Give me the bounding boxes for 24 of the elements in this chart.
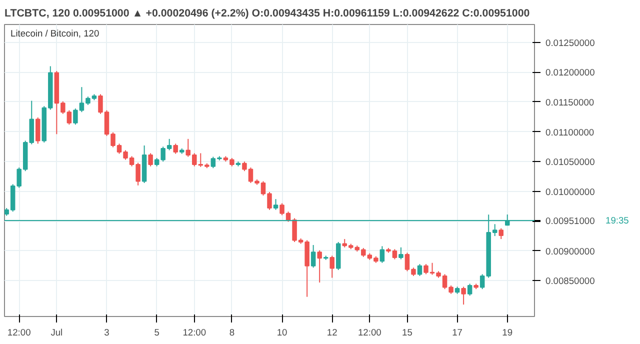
x-tick-label: 19 bbox=[502, 328, 513, 338]
ref-line-label: 0.00951000 bbox=[546, 216, 595, 226]
x-tick-label: 15 bbox=[402, 328, 412, 338]
y-tick-label: 0.01150000 bbox=[546, 97, 594, 108]
text: 19:35 bbox=[606, 216, 629, 226]
chart-subtitle: Litecoin / Bitcoin, 120 bbox=[10, 28, 100, 38]
x-tick-label: 12:00 bbox=[182, 328, 206, 338]
x-tick-label: 12 bbox=[326, 328, 338, 338]
y-tick-label: 0.00900000 bbox=[546, 246, 595, 256]
x-tick-label: 12:00 bbox=[7, 328, 31, 338]
chart-title: LTCBTC, 120 0.00951000 ▲ +0.00020496 (+2.2%) O:0.00943435 H:0.00961159 L:0.00942622 C:0.00951000 bbox=[4, 8, 530, 20]
x-tick-label: 10 bbox=[276, 328, 288, 338]
x-tick-label: 17 bbox=[452, 328, 462, 338]
y-tick-label: 0.01200000 bbox=[546, 68, 595, 78]
y-tick-label: 0.01000000 bbox=[546, 186, 595, 197]
x-tick-label: 12:00 bbox=[358, 328, 382, 338]
y-tick-label: 0.01100000 bbox=[546, 127, 594, 138]
y-tick-label: 0.01250000 bbox=[546, 38, 595, 48]
x-tick-label: 5 bbox=[154, 328, 160, 338]
y-tick-label: 0.00850000 bbox=[546, 276, 595, 286]
y-tick-label: 0.01050000 bbox=[546, 157, 595, 168]
x-tick-label: Jul bbox=[50, 328, 63, 338]
x-tick-label: 3 bbox=[104, 328, 110, 338]
x-tick-label: 8 bbox=[229, 328, 235, 338]
